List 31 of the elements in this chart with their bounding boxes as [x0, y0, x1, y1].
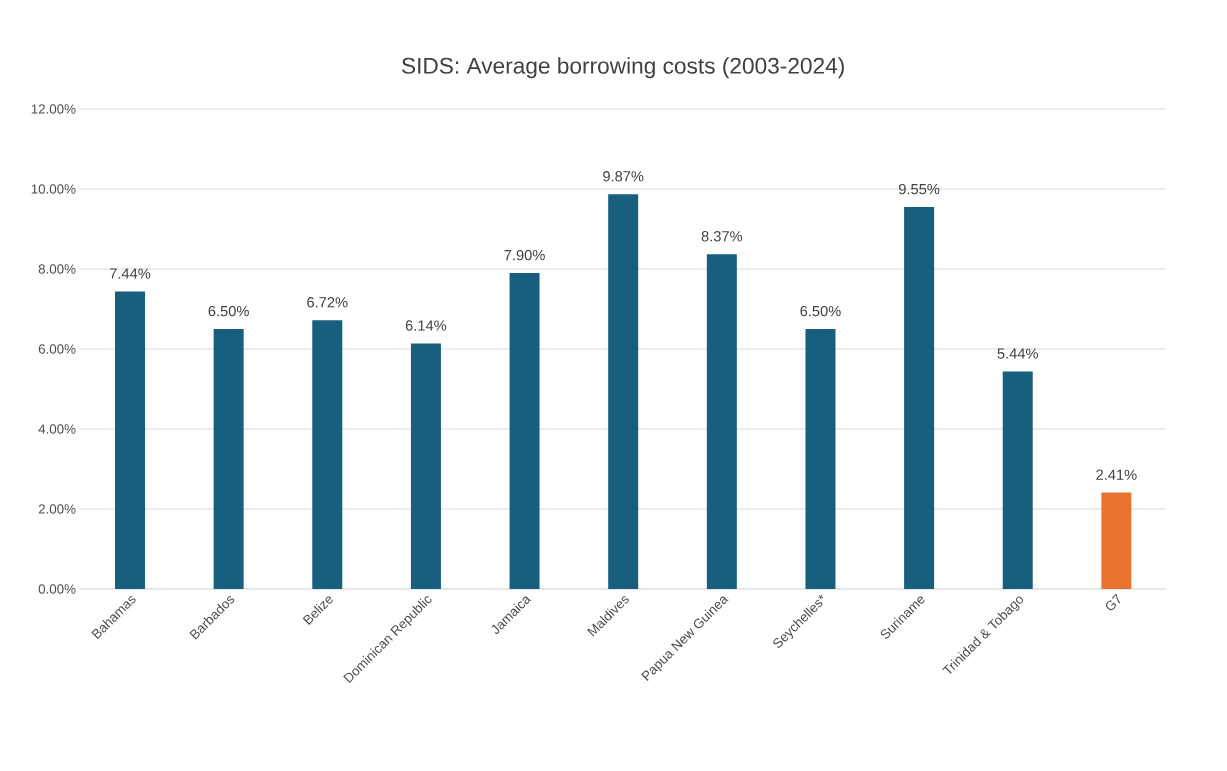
y-tick-label: 4.00%	[38, 424, 76, 434]
bar	[1002, 371, 1033, 589]
bar	[904, 206, 935, 589]
x-tick-label: G7	[1105, 593, 1121, 611]
data-label: 2.41%	[1096, 469, 1137, 480]
data-label: 9.55%	[899, 183, 940, 195]
bar	[805, 328, 836, 589]
y-tick-label: 6.00%	[38, 344, 76, 354]
data-label: 7.90%	[504, 249, 545, 261]
bar	[410, 343, 441, 589]
chart-title: SIDS: Average borrowing costs (2003-2024)	[402, 57, 844, 79]
bar	[509, 272, 540, 589]
data-label: 8.37%	[701, 231, 743, 242]
data-label: 9.87%	[603, 171, 644, 182]
data-label: 6.14%	[405, 320, 447, 331]
data-label: 6.50%	[800, 305, 841, 317]
bar	[608, 194, 639, 589]
bar	[706, 254, 737, 589]
y-tick-label: 10.00%	[31, 184, 76, 194]
data-label: 6.50%	[208, 305, 249, 317]
bar	[213, 328, 244, 589]
bar	[1101, 492, 1132, 589]
y-tick-label: 8.00%	[38, 264, 76, 274]
data-label: 6.72%	[307, 297, 348, 308]
data-label: 7.44%	[109, 268, 151, 279]
bar	[115, 291, 145, 589]
y-tick-label: 2.00%	[38, 504, 76, 514]
bar	[312, 320, 343, 589]
y-tick-label: 12.00%	[31, 104, 76, 114]
y-tick-label: 0.00%	[38, 584, 76, 594]
data-label: 5.44%	[997, 348, 1038, 359]
